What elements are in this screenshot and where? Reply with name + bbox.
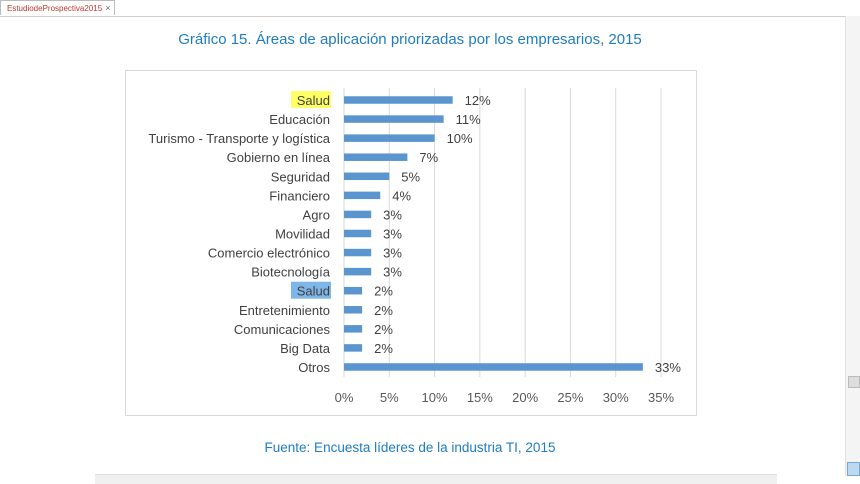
x-tick-label: 35% — [648, 390, 674, 405]
horizontal-scrollbar[interactable] — [95, 474, 777, 484]
chart-source: Fuente: Encuesta líderes de la industria… — [264, 440, 556, 455]
data-label: 10% — [447, 131, 473, 146]
category-label: Educación — [269, 112, 330, 127]
data-label: 2% — [374, 303, 393, 318]
x-tick-label: 5% — [380, 390, 399, 405]
chart-frame — [125, 70, 697, 416]
category-label: Salud — [297, 93, 330, 108]
category-label: Financiero — [269, 188, 330, 203]
bar — [344, 248, 372, 257]
data-label: 12% — [465, 93, 491, 108]
data-label: 5% — [401, 169, 420, 184]
category-label: Agro — [303, 207, 330, 222]
category-label: Otros — [298, 360, 330, 375]
category-label: Comunicaciones — [234, 322, 331, 337]
data-label: 2% — [374, 284, 393, 299]
category-label: Turismo - Transporte y logística — [148, 131, 330, 146]
chart-title: Gráfico 15. Áreas de aplicación prioriza… — [178, 31, 642, 48]
category-label: Biotecnología — [251, 265, 331, 280]
data-label: 3% — [383, 265, 402, 280]
bar — [344, 306, 363, 314]
data-label: 3% — [383, 207, 402, 222]
tab-title: EstudiodeProspectiva2015 — [7, 3, 103, 13]
x-tick-label: 10% — [422, 390, 448, 405]
data-label: 3% — [383, 226, 402, 241]
close-icon[interactable]: × — [105, 3, 111, 13]
x-tick-label: 25% — [557, 390, 583, 405]
data-label: 2% — [374, 322, 393, 337]
data-label: 3% — [383, 246, 402, 261]
bar — [344, 172, 390, 181]
scroll-down-button[interactable] — [847, 462, 860, 476]
tab-bar: EstudiodeProspectiva2015 × — [0, 0, 860, 17]
bar — [344, 191, 381, 200]
data-label: 4% — [392, 188, 411, 203]
category-label: Entretenimiento — [239, 303, 330, 318]
bar — [344, 96, 453, 104]
bar — [344, 344, 363, 352]
bar — [344, 286, 363, 295]
category-label: Salud — [297, 284, 330, 299]
vertical-scrollbar[interactable] — [845, 16, 860, 476]
bar — [344, 363, 643, 371]
data-label: 33% — [655, 360, 681, 375]
category-label: Gobierno en línea — [227, 150, 331, 165]
document-tab[interactable]: EstudiodeProspectiva2015 × — [0, 0, 115, 15]
bar — [344, 325, 363, 333]
category-label: Movilidad — [275, 226, 330, 241]
label-highlight — [291, 281, 331, 299]
bar — [344, 229, 372, 238]
scroll-thumb[interactable] — [848, 376, 860, 388]
data-label: 11% — [456, 112, 481, 127]
x-tick-label: 30% — [603, 390, 629, 405]
bar — [344, 134, 435, 142]
bar — [344, 267, 372, 276]
category-label: Big Data — [280, 341, 331, 356]
data-label: 2% — [374, 341, 393, 356]
label-highlight — [291, 91, 331, 108]
category-label: Comercio electrónico — [208, 246, 330, 261]
category-label: Seguridad — [271, 169, 330, 184]
bar — [344, 115, 444, 123]
x-tick-label: 20% — [512, 390, 538, 405]
bar — [344, 153, 408, 161]
x-tick-label: 15% — [467, 390, 493, 405]
bar — [344, 210, 372, 219]
x-tick-label: 0% — [335, 390, 354, 405]
data-label: 7% — [419, 150, 438, 165]
